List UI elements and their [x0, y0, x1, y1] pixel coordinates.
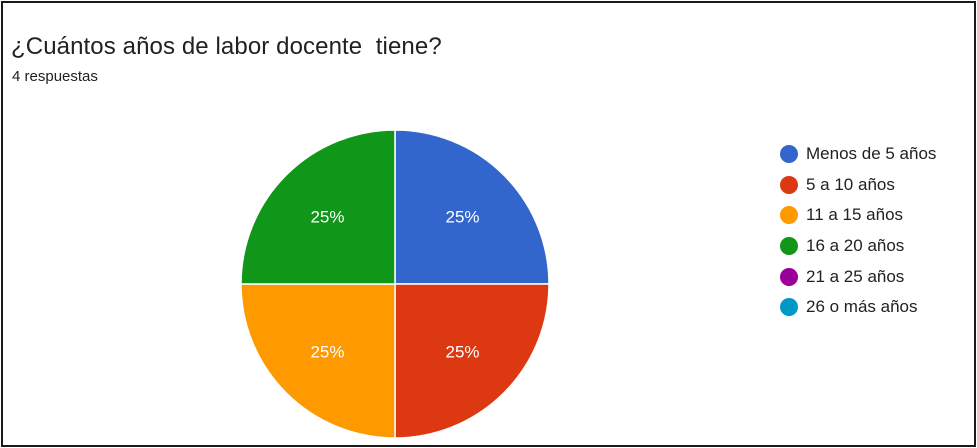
- pie-chart: 25% 25% 25% 25%: [240, 129, 550, 439]
- pie-slice-label-4: 25%: [310, 207, 344, 226]
- legend-item-2[interactable]: 5 a 10 años: [780, 170, 936, 201]
- legend-label: 5 a 10 años: [806, 174, 895, 194]
- legend-item-5[interactable]: 21 a 25 años: [780, 261, 936, 292]
- pie-slice-4[interactable]: [240, 129, 396, 285]
- pie-slice-label-2: 25%: [445, 343, 479, 362]
- legend-label: 21 a 25 años: [806, 266, 905, 286]
- pie-slice-3[interactable]: [240, 283, 396, 439]
- legend-swatch-icon: [780, 145, 798, 164]
- response-count: 4 respuestas: [12, 68, 98, 85]
- legend-label: Menos de 5 años: [806, 144, 937, 164]
- legend-item-4[interactable]: 16 a 20 años: [780, 231, 936, 262]
- legend-item-6[interactable]: 26 o más años: [780, 292, 936, 323]
- pie-slice-1[interactable]: [394, 129, 550, 285]
- legend-swatch-icon: [780, 175, 798, 194]
- legend-swatch-icon: [780, 237, 798, 256]
- chart-legend: Menos de 5 años 5 a 10 años 11 a 15 años 16…: [780, 139, 936, 323]
- legend-swatch-icon: [780, 267, 798, 286]
- legend-item-3[interactable]: 11 a 15 años: [780, 200, 936, 231]
- legend-swatch-icon: [780, 206, 798, 225]
- pie-slice-label-3: 25%: [310, 343, 344, 362]
- pie-slice-label-1: 25%: [445, 207, 479, 226]
- chart-title: ¿Cuántos años de labor docente tiene?: [11, 33, 442, 60]
- pie-slice-2[interactable]: [394, 283, 550, 439]
- legend-item-1[interactable]: Menos de 5 años: [780, 139, 936, 170]
- legend-label: 16 a 20 años: [806, 236, 905, 256]
- legend-swatch-icon: [780, 298, 798, 317]
- legend-label: 26 o más años: [806, 297, 918, 317]
- legend-label: 11 a 15 años: [806, 205, 904, 225]
